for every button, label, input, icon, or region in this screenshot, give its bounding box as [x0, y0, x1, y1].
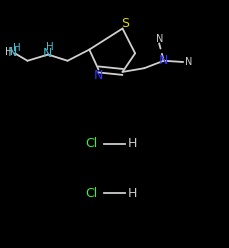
Text: H: H [13, 43, 21, 53]
Text: Cl: Cl [85, 137, 98, 150]
Text: N: N [185, 57, 192, 67]
Text: N: N [159, 54, 168, 67]
Text: S: S [121, 17, 129, 30]
Text: N: N [156, 34, 163, 44]
Text: N: N [8, 46, 17, 59]
Text: H: H [128, 187, 137, 200]
Text: N: N [42, 47, 52, 60]
Text: N: N [93, 69, 103, 82]
Text: H: H [5, 47, 12, 57]
Text: Cl: Cl [85, 187, 98, 200]
Text: H: H [128, 137, 137, 150]
Text: H: H [46, 42, 54, 52]
